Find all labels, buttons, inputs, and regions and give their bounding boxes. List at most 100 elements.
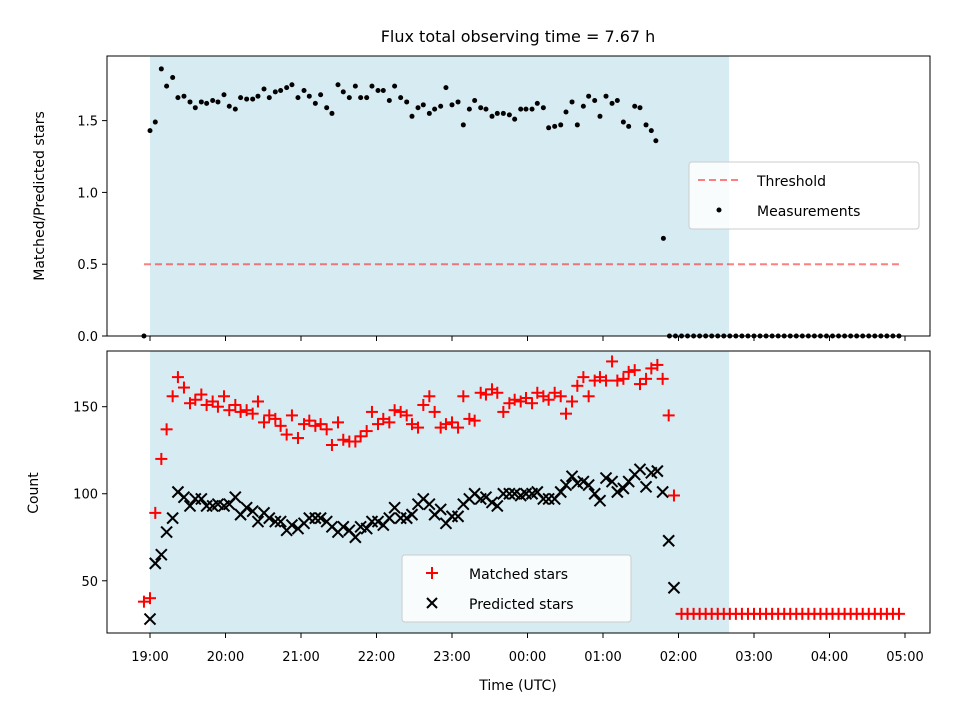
measurement-point <box>386 98 392 104</box>
matched-star-marker <box>160 423 173 436</box>
matched-star-marker <box>892 607 905 620</box>
matched-star-marker <box>171 371 184 384</box>
predicted-star-marker <box>246 504 259 518</box>
matched-star-marker <box>519 392 532 404</box>
predicted-star-marker <box>588 487 601 500</box>
matched-star-marker <box>617 372 630 385</box>
matched-star-marker <box>325 439 338 451</box>
measurement-point <box>558 122 564 128</box>
matched-star-marker <box>206 395 219 408</box>
measurement-point <box>324 105 330 111</box>
measurement-point <box>586 93 592 99</box>
measurement-point <box>592 98 598 104</box>
matched-star-marker <box>331 416 344 429</box>
measurement-point <box>506 112 512 118</box>
bottom-y-axis: 50 100 150 <box>73 401 107 590</box>
measurement-point <box>380 87 386 93</box>
top-y-tick-label: 1.0 <box>77 186 98 201</box>
predicted-star-marker <box>434 503 447 516</box>
measurement-point <box>643 122 649 128</box>
predicted-star-marker <box>559 478 573 492</box>
predicted-star-marker <box>383 511 396 525</box>
matched-star-marker <box>645 362 658 375</box>
bottom-x-tick-label: 00:00 <box>509 650 546 665</box>
matched-star-marker <box>439 418 452 431</box>
predicted-star-marker <box>155 548 168 561</box>
matched-star-marker <box>354 430 367 443</box>
measurement-point <box>529 106 535 112</box>
top-y-tick-label: 0.5 <box>77 258 98 273</box>
measurement-point <box>266 95 272 101</box>
matched-star-marker <box>383 416 396 429</box>
measurement-point <box>620 119 626 125</box>
bottom-legend-box <box>401 554 632 623</box>
measurement-point <box>653 138 659 144</box>
matched-star-marker <box>211 400 224 413</box>
legend-matched-swatch <box>426 567 438 579</box>
measurement-point <box>546 125 552 131</box>
bottom-y-tick-label: 150 <box>73 401 98 416</box>
matched-star-marker <box>474 386 487 399</box>
predicted-star-marker <box>656 485 669 499</box>
measurement-point <box>358 95 364 101</box>
matched-star-marker <box>372 418 385 431</box>
matched-star-marker <box>566 395 579 408</box>
top-legend-box <box>688 161 920 230</box>
matched-star-marker <box>360 425 373 438</box>
top-axes-frame <box>106 55 931 337</box>
measurement-point <box>540 105 546 111</box>
measurement-point <box>603 93 609 99</box>
top-y-axis: 0.0 0.5 1.0 1.5 <box>77 115 107 345</box>
chart-title: Flux total observing time = 7.67 h <box>381 27 656 46</box>
predicted-star-marker <box>611 485 624 499</box>
matched-star-marker <box>365 405 378 418</box>
predicted-star-marker <box>577 475 590 488</box>
bottom-legend: Matched stars Predicted stars <box>401 554 632 623</box>
bottom-x-tick-label: 22:00 <box>358 650 395 665</box>
predicted-star-marker <box>503 487 516 500</box>
measurement-point <box>312 100 318 106</box>
measurement-point <box>226 103 232 109</box>
legend-predicted-swatch <box>426 597 438 609</box>
matched-star-marker <box>423 390 436 403</box>
predicted-star-marker <box>599 471 613 485</box>
matched-star-marker <box>309 419 322 432</box>
predicted-star-marker <box>160 525 173 539</box>
top-y-tick-label: 0.0 <box>77 330 98 345</box>
measurement-point <box>404 99 410 105</box>
matched-star-marker <box>200 398 213 411</box>
matched-star-marker <box>468 414 481 427</box>
predicted-star-marker <box>400 511 413 525</box>
top-y-tick-label: 1.5 <box>77 115 98 130</box>
measurement-point <box>215 99 221 105</box>
measurement-point <box>409 113 415 119</box>
matched-star-marker <box>457 390 470 403</box>
bottom-x-tick-label: 05:00 <box>886 650 923 665</box>
matched-star-marker <box>251 395 264 408</box>
top-observing-window <box>150 56 730 336</box>
predicted-star-marker <box>388 501 401 514</box>
predicted-star-marker <box>667 581 681 594</box>
matched-star-marker <box>274 419 287 432</box>
predicted-star-marker <box>166 511 179 525</box>
measurement-point <box>614 98 620 104</box>
measurement-point <box>460 122 466 128</box>
predicted-star-marker <box>263 511 276 525</box>
matched-star-marker <box>258 416 271 429</box>
measurement-point <box>340 89 346 95</box>
matched-star-marker <box>593 371 606 384</box>
measurement-point <box>426 110 432 116</box>
measurement-point <box>574 122 580 128</box>
matched-star-marker <box>400 409 413 422</box>
matched-star-marker <box>582 390 595 403</box>
predicted-star-marker <box>451 510 465 523</box>
measurement-point <box>609 100 615 106</box>
bottom-panel: 50 100 150 19:00 20:00 21:00 22:00 23:00 00:00 0… <box>26 350 931 694</box>
matched-star-marker <box>412 421 425 434</box>
matched-star-marker <box>291 432 304 445</box>
measurement-point <box>204 100 210 106</box>
measurement-point <box>489 113 495 119</box>
legend-matched-label: Matched stars <box>469 567 568 583</box>
matched-star-marker <box>651 358 664 371</box>
measurement-point <box>284 85 290 91</box>
